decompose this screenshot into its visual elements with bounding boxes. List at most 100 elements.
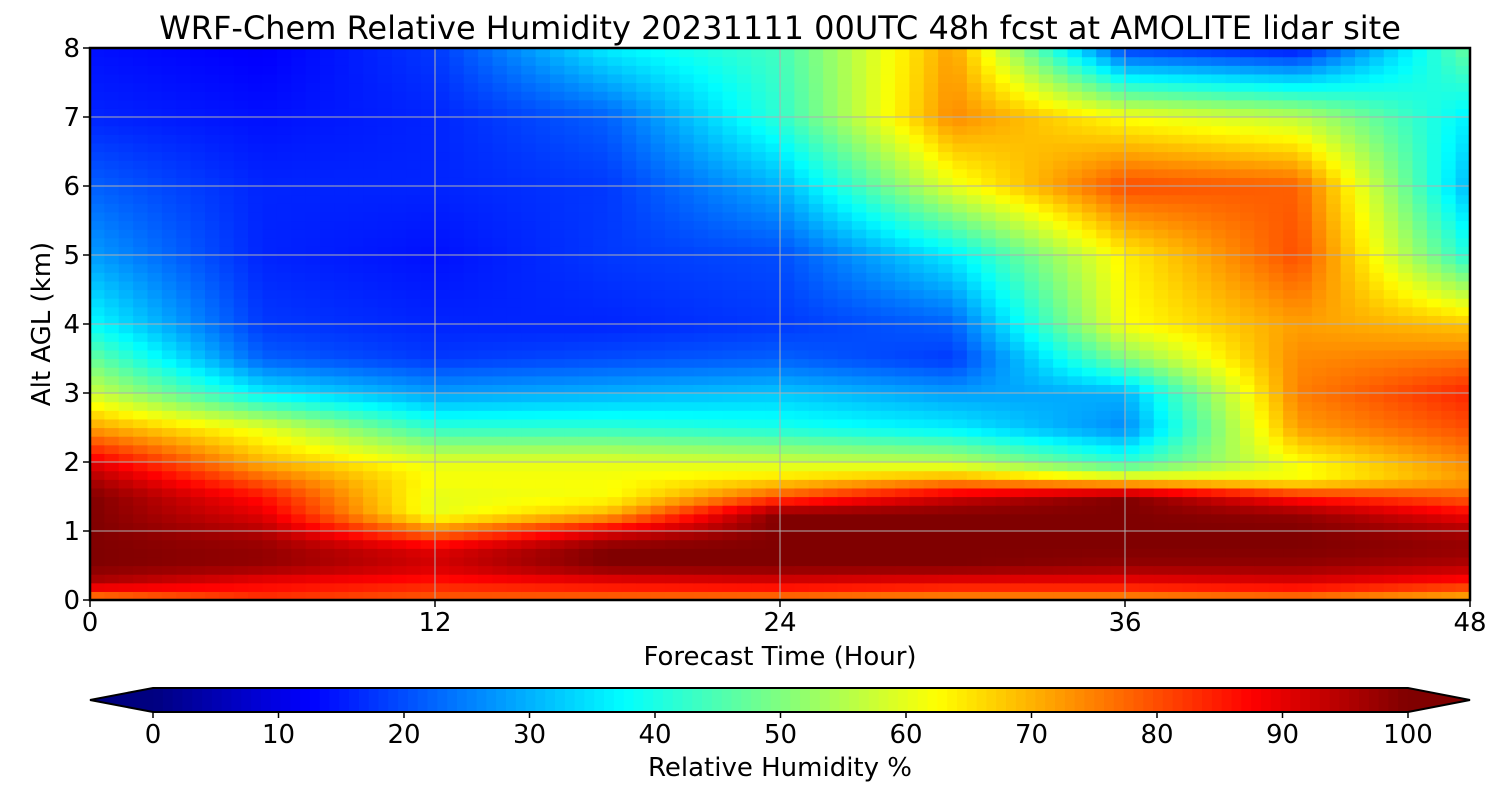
heatmap-cell: [765, 315, 781, 325]
heatmap-cell: [334, 574, 350, 584]
heatmap-cell: [765, 280, 781, 291]
heatmap-cell: [133, 522, 149, 532]
heatmap-cell: [377, 410, 393, 420]
heatmap-cell: [535, 255, 551, 265]
heatmap-cell: [118, 289, 134, 299]
heatmap-cell: [1125, 367, 1140, 377]
heatmap-cell: [823, 263, 839, 273]
heatmap-cell: [176, 367, 192, 377]
heatmap-cell: [593, 341, 609, 351]
heatmap-cell: [147, 280, 163, 291]
heatmap-cell: [463, 513, 479, 523]
heatmap-cell: [190, 401, 206, 411]
heatmap-cell: [736, 470, 752, 480]
heatmap-cell: [909, 358, 925, 368]
heatmap-cell: [535, 453, 551, 463]
heatmap-cell: [981, 548, 997, 558]
heatmap-cell: [1398, 513, 1414, 523]
heatmap-cell: [880, 410, 896, 420]
heatmap-cell: [90, 151, 105, 161]
heatmap-cell: [1096, 324, 1112, 334]
heatmap-cell: [348, 367, 364, 377]
heatmap-cell: [1153, 367, 1169, 377]
heatmap-cell: [176, 194, 192, 204]
heatmap-cell: [449, 341, 465, 351]
heatmap-cell: [1225, 220, 1241, 230]
heatmap-cell: [435, 470, 450, 480]
heatmap-cell: [923, 462, 939, 472]
heatmap-cell: [176, 496, 192, 506]
heatmap-cell: [895, 565, 910, 575]
heatmap-cell: [650, 479, 666, 489]
heatmap-cell: [1240, 220, 1255, 230]
heatmap-cell: [291, 505, 307, 515]
heatmap-cell: [104, 487, 120, 498]
heatmap-cell: [851, 315, 867, 325]
heatmap-cell: [1067, 470, 1083, 480]
heatmap-cell: [1340, 237, 1356, 247]
heatmap-cell: [866, 496, 882, 506]
heatmap-cell: [435, 462, 450, 472]
heatmap-cell: [1024, 513, 1040, 523]
heatmap-cell: [880, 280, 896, 291]
heatmap-cell: [837, 358, 853, 368]
heatmap-cell: [1426, 539, 1442, 549]
heatmap-cell: [1067, 565, 1083, 575]
heatmap-cell: [1110, 505, 1126, 515]
heatmap-cell: [320, 160, 335, 170]
heatmap-cell: [1010, 203, 1025, 213]
heatmap-cell: [1024, 401, 1040, 411]
heatmap-cell: [593, 237, 609, 247]
heatmap-cell: [708, 444, 724, 454]
heatmap-cell: [1441, 556, 1457, 567]
heatmap-cell: [1038, 160, 1054, 170]
heatmap-cell: [205, 194, 220, 204]
heatmap-cell: [363, 237, 379, 247]
heatmap-cell: [981, 367, 997, 377]
heatmap-cell: [736, 591, 752, 600]
heatmap-cell: [1153, 548, 1169, 558]
heatmap-cell: [808, 358, 824, 368]
heatmap-cell: [1038, 462, 1054, 472]
heatmap-cell: [449, 531, 465, 541]
heatmap-cell: [995, 505, 1011, 515]
heatmap-cell: [1254, 444, 1270, 454]
heatmap-cell: [808, 401, 824, 411]
heatmap-cell: [1038, 332, 1054, 342]
heatmap-cell: [478, 522, 494, 532]
heatmap-cell: [607, 203, 623, 213]
heatmap-cell: [722, 298, 738, 308]
heatmap-cell: [1355, 470, 1370, 480]
heatmap-cell: [1283, 332, 1299, 342]
heatmap-cell: [348, 315, 364, 325]
heatmap-cell: [665, 418, 680, 429]
heatmap-cell: [1455, 211, 1470, 222]
heatmap-cell: [550, 237, 565, 247]
heatmap-cell: [1340, 324, 1356, 334]
heatmap-cell: [391, 470, 407, 480]
heatmap-cell: [463, 462, 479, 472]
heatmap-cell: [463, 582, 479, 592]
heatmap-cell: [722, 220, 738, 230]
heatmap-cell: [621, 513, 637, 523]
heatmap-cell: [593, 332, 609, 342]
heatmap-cell: [334, 539, 350, 549]
heatmap-cell: [492, 487, 508, 498]
heatmap-cell: [1240, 479, 1255, 489]
heatmap-cell: [176, 255, 192, 265]
heatmap-cell: [923, 358, 939, 368]
heatmap-cell: [305, 531, 321, 541]
heatmap-cell: [923, 582, 939, 592]
heatmap-cell: [578, 306, 594, 316]
heatmap-cell: [535, 574, 551, 584]
heatmap-cell: [1340, 444, 1356, 454]
heatmap-cell: [233, 186, 249, 196]
heatmap-cell: [1010, 263, 1025, 273]
heatmap-cell: [176, 324, 192, 334]
heatmap-cell: [176, 332, 192, 342]
heatmap-cell: [1168, 513, 1184, 523]
heatmap-cell: [923, 548, 939, 558]
heatmap-cell: [305, 255, 321, 265]
heatmap-cell: [1168, 384, 1184, 394]
heatmap-cell: [938, 280, 954, 291]
